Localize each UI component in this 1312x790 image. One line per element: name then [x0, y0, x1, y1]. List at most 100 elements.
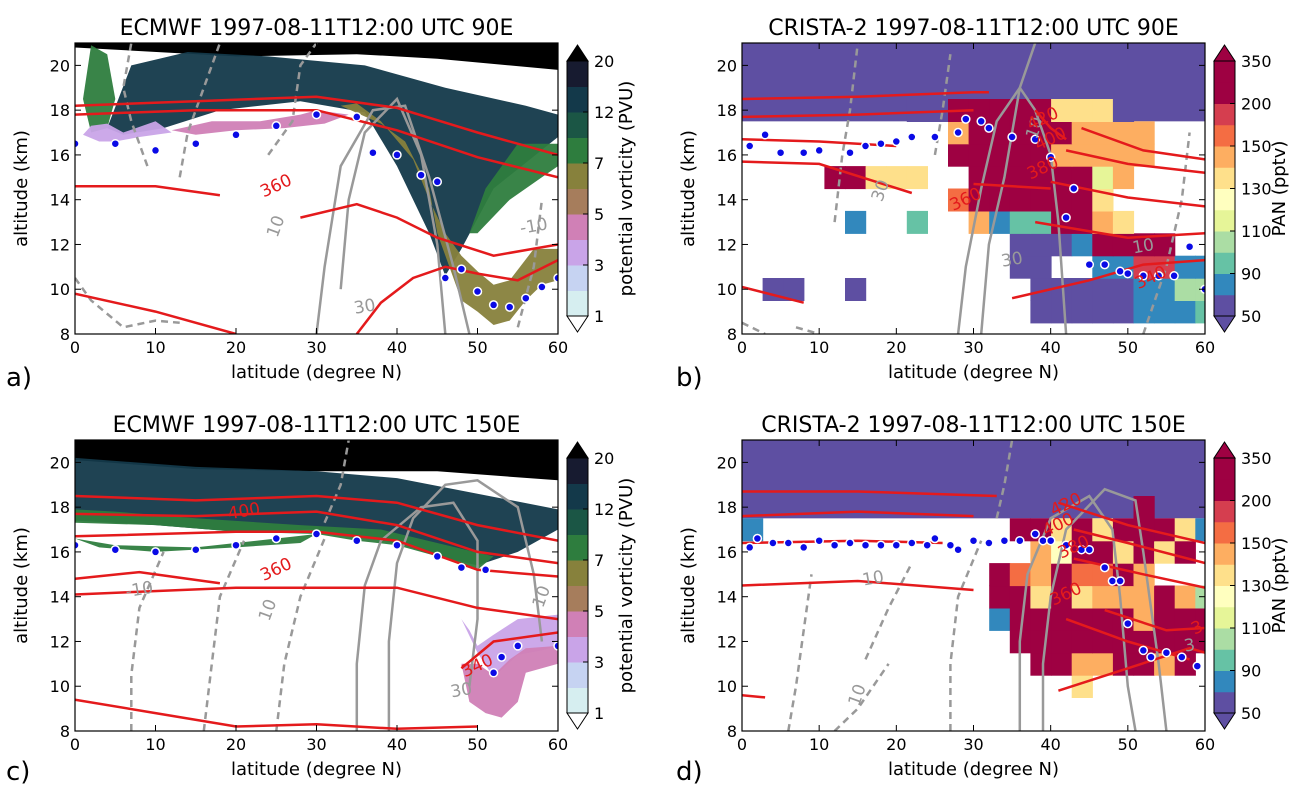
y-tick-label: 16 [50, 146, 70, 165]
gray-dashed-contour [75, 277, 180, 329]
theta-line [1073, 528, 1205, 565]
gray-dashed-contour [742, 321, 766, 334]
pan-cell [1030, 166, 1052, 190]
colorbar-segment [567, 214, 588, 240]
panel-title: ECMWF 1997-08-11T12:00 UTC 150E [113, 413, 521, 438]
pan-cell [1092, 300, 1114, 324]
gray-contour [1041, 487, 1168, 731]
pan-cell [1051, 585, 1073, 609]
tropopause-point [953, 127, 963, 138]
tropopause-point [1099, 562, 1110, 573]
tropopause-point [968, 535, 979, 546]
y-tick-label: 20 [50, 56, 70, 75]
tropopause-point [1107, 576, 1118, 586]
tropopause-point [1192, 661, 1203, 671]
gray-dashed-contour [949, 540, 983, 731]
tropopause-point [110, 544, 121, 555]
pan-cell [1195, 255, 1205, 279]
theta-line [1104, 608, 1205, 632]
pan-cell [1154, 518, 1176, 542]
x-tick-label: 30 [963, 338, 983, 357]
x-axis-label: latitude (degree N) [231, 759, 402, 780]
x-tick-label: 50 [467, 735, 487, 754]
tropopause-point [231, 130, 241, 140]
pan-cell [1051, 518, 1073, 542]
colorbar-tick-label: 7 [594, 551, 604, 570]
colorbar-segment [1214, 670, 1235, 693]
colorbar-segment [567, 687, 588, 714]
pv-cell [75, 43, 558, 70]
pan-cell [1009, 166, 1031, 190]
theta-line [1058, 646, 1205, 692]
pan-cell [1071, 188, 1093, 212]
colorbar-segment [567, 636, 588, 663]
tropopause-point [1030, 529, 1040, 539]
y-tick-label: 20 [717, 453, 737, 472]
y-tick-label: 20 [50, 453, 70, 472]
pan-cell [1092, 540, 1114, 564]
colorbar: 50 90 110 130 150 200 350 PAN (pptv) [1213, 44, 1290, 333]
tropopause-point [798, 147, 809, 158]
pan-cell [906, 166, 928, 190]
gray-dashed-contour [323, 440, 350, 524]
pan-cell [1092, 630, 1114, 654]
tropopause-point [432, 177, 443, 187]
tropopause-point [876, 138, 886, 149]
colorbar-label: PAN (pptv) [1269, 141, 1290, 237]
theta-line [973, 182, 1051, 190]
colorbar-tick-label: 200 [1241, 492, 1272, 511]
colorbar-segment [1214, 649, 1235, 671]
x-tick-label: 0 [737, 338, 747, 357]
tropopause-point [1123, 268, 1133, 279]
theta-line [355, 258, 558, 334]
colorbar-tick-label: 5 [594, 205, 604, 224]
x-tick-label: 60 [548, 735, 568, 754]
pan-cell [1112, 210, 1135, 234]
tropopause-point [961, 114, 971, 124]
pan-cell [1051, 121, 1073, 145]
colorbar-segment [567, 163, 588, 189]
pv-cell [469, 143, 558, 234]
tropopause-point [744, 542, 755, 553]
pan-cell [1092, 278, 1114, 301]
tropopause-point [845, 147, 855, 158]
y-axis-label: altitude (km) [11, 527, 32, 644]
colorbar-tick-label: 50 [1241, 704, 1261, 723]
gray-contour-label: 30 [352, 295, 377, 318]
y-tick-label: 10 [50, 280, 70, 299]
theta-line [742, 138, 897, 148]
tropopause-point [271, 533, 282, 544]
pan-cell [1030, 300, 1052, 324]
theta-line [1073, 557, 1205, 589]
gray-dashed-contour [1142, 132, 1191, 334]
colorbar-segment [1214, 82, 1235, 104]
colorbar-extend-top [1213, 441, 1236, 459]
pan-cell [989, 585, 1011, 609]
colorbar-segment [1214, 294, 1235, 317]
pan-cell [1030, 563, 1052, 587]
pan-cell [845, 278, 867, 301]
colorbar-tick-label: 12 [594, 500, 614, 519]
colorbar-tick-label: 200 [1241, 95, 1272, 114]
tropopause-point [1153, 271, 1164, 281]
colorbar-segment [1214, 61, 1235, 83]
colorbar-tick-label: 130 [1241, 577, 1272, 596]
colorbar-segment [1214, 585, 1235, 608]
pv-cell [75, 440, 558, 481]
y-axis-label: altitude (km) [678, 527, 699, 644]
tropopause-point [392, 540, 402, 550]
y-tick-label: 18 [50, 498, 70, 517]
tropopause-point [488, 668, 499, 678]
tropopause-point [768, 538, 778, 548]
tropopause-point [783, 538, 794, 548]
pan-cell [948, 143, 970, 167]
tropopause-point [1177, 652, 1187, 662]
pan-cell [1133, 278, 1155, 301]
theta-line [742, 160, 913, 195]
colorbar-segment [567, 112, 588, 138]
pan-cell [1071, 300, 1093, 324]
theta-line [75, 292, 237, 334]
